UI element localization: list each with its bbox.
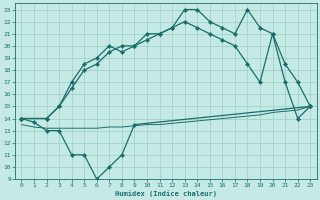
X-axis label: Humidex (Indice chaleur): Humidex (Indice chaleur)	[115, 190, 217, 197]
